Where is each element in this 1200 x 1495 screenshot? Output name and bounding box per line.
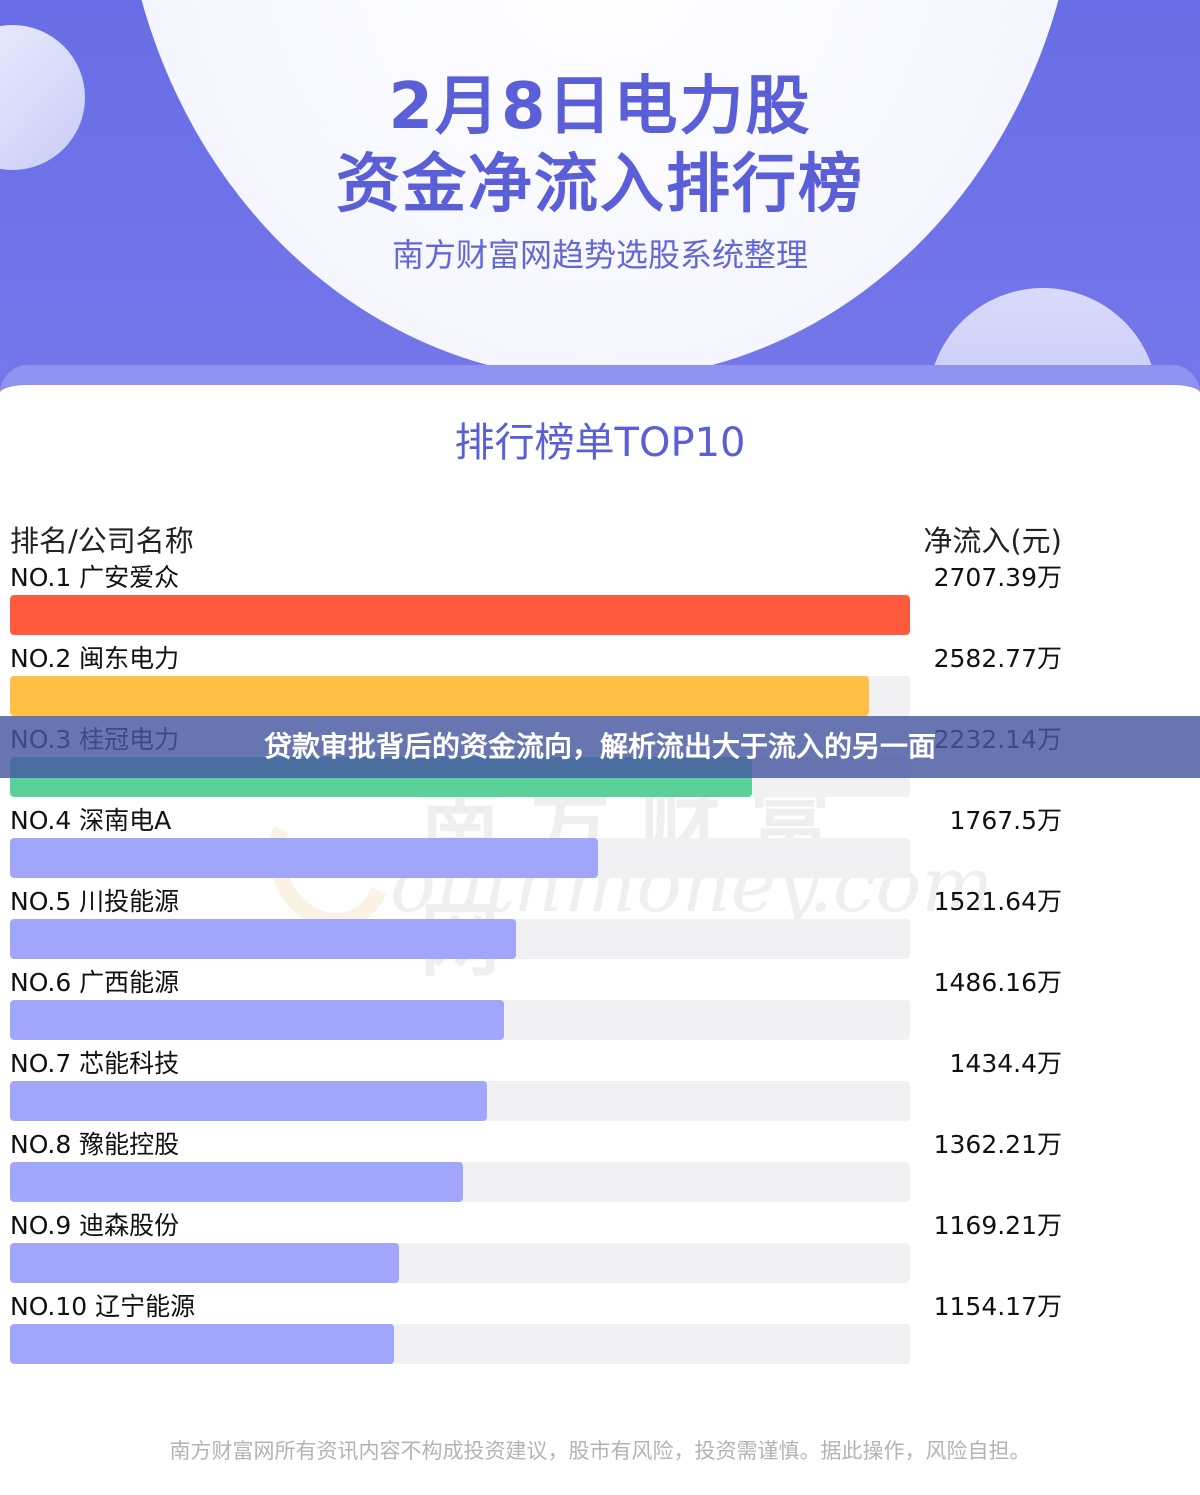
row-company-label: NO.10 辽宁能源 [10,1292,196,1321]
bar-rank-9 [10,1243,399,1283]
row-company-label: NO.1 广安爱众 [10,563,180,592]
row-value-label: 1362.21万 [933,1130,1062,1159]
ranking-row: NO.8 豫能控股 1362.21万 [0,1125,1200,1206]
row-value-label: 1154.17万 [933,1292,1062,1321]
column-header-rank: 排名/公司名称 [10,524,194,558]
banner-text[interactable]: 贷款审批背后的资金流向，解析流出大于流入的另一面 [263,730,936,763]
row-company-label: NO.7 芯能科技 [10,1049,180,1078]
row-value-label: 2582.77万 [933,644,1062,673]
bar-track [10,1162,910,1202]
bar-rank-2 [10,676,869,716]
page-subtitle: 南方财富网趋势选股系统整理 [391,236,808,274]
bar-rank-4 [10,838,598,878]
ranking-row: NO.2 闽东电力 2582.77万 [0,639,1200,720]
ranking-row: NO.4 深南电A 1767.5万 [0,801,1200,882]
column-header-inflow: 净流入(元) [923,524,1062,558]
row-value-label: 2707.39万 [933,563,1062,592]
disclaimer-footer: 南方财富网所有资讯内容不构成投资建议，股市有风险，投资需谨慎。据此操作，风险自担… [169,1439,1031,1463]
ranking-row: NO.7 芯能科技 1434.4万 [0,1044,1200,1125]
bar-track [10,838,910,878]
row-value-label: 1521.64万 [933,887,1062,916]
ranking-row: NO.9 迪森股份 1169.21万 [0,1206,1200,1287]
row-value-label: 1434.4万 [949,1049,1062,1078]
bar-track [10,595,910,635]
row-company-label: NO.9 迪森股份 [10,1211,180,1240]
row-value-label: 1767.5万 [949,806,1062,835]
ranking-row: NO.6 广西能源 1486.16万 [0,963,1200,1044]
bar-rank-8 [10,1162,463,1202]
bar-track [10,1000,910,1040]
bar-rank-6 [10,1000,504,1040]
row-value-label: 1486.16万 [933,968,1062,997]
bar-track [10,676,910,716]
row-company-label: NO.5 川投能源 [10,887,180,916]
bar-track [10,1324,910,1364]
row-company-label: NO.4 深南电A [10,806,172,835]
bar-rank-7 [10,1081,487,1121]
bar-track [10,1081,910,1121]
row-company-label: NO.2 闽东电力 [10,644,180,673]
bar-rank-1 [10,595,910,635]
ranking-row: NO.5 川投能源 1521.64万 [0,882,1200,963]
bar-track [10,1243,910,1283]
row-company-label: NO.8 豫能控股 [10,1130,180,1159]
bar-rank-10 [10,1324,394,1364]
ranking-row: NO.1 广安爱众 2707.39万 [0,558,1200,639]
ranking-row: NO.10 辽宁能源 1154.17万 [0,1287,1200,1368]
row-company-label: NO.6 广西能源 [10,968,180,997]
bar-rank-5 [10,919,516,959]
ranking-title: 排行榜单TOP10 [454,420,746,466]
row-value-label: 1169.21万 [933,1211,1062,1240]
header-background: 2月8日电力股 资金净流入排行榜 南方财富网趋势选股系统整理 [0,0,1200,420]
page-title-line2: 资金净流入排行榜 [336,148,864,222]
bar-track [10,919,910,959]
overlay-banner[interactable]: 贷款审批背后的资金流向，解析流出大于流入的另一面 [0,716,1200,778]
page-title-line1: 2月8日电力股 [388,70,812,144]
